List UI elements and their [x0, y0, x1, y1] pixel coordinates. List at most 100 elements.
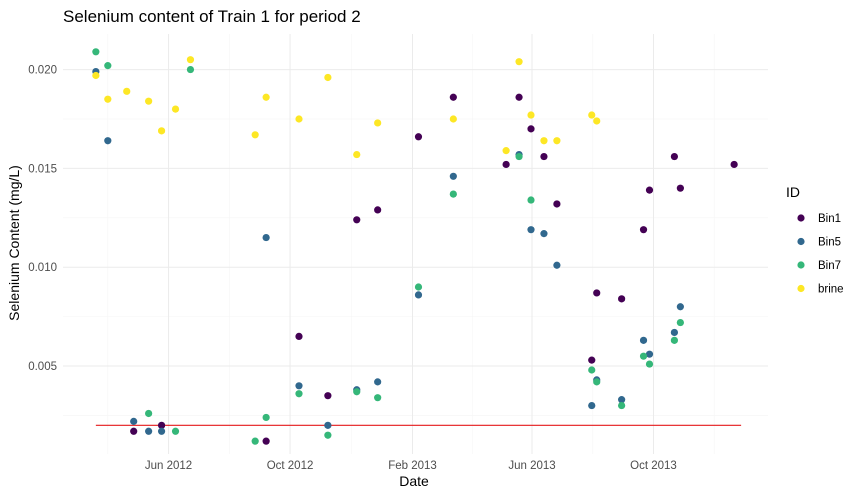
- data-point-brine: [374, 119, 382, 127]
- data-point-brine: [251, 131, 259, 139]
- data-point-bin1: [645, 186, 654, 194]
- data-point-bin5: [670, 328, 678, 337]
- data-point-brine: [92, 71, 100, 80]
- data-point-bin7: [645, 360, 654, 368]
- x-axis-ticks: Jun 2012 Oct 2012 Feb 2013 Jun 2013 Oct 2013: [145, 460, 677, 472]
- data-point-bin1: [262, 437, 270, 445]
- data-point-bin1: [676, 184, 684, 192]
- legend-label: brine: [818, 284, 844, 296]
- data-point-bin7: [374, 394, 382, 402]
- data-point-bin5: [130, 417, 138, 425]
- data-point-bin5: [414, 291, 423, 299]
- y-axis-title: Selenium Content (mg/L): [6, 165, 22, 321]
- y-axis-ticks: 0.005 0.010 0.015 0.020: [28, 65, 57, 373]
- data-point-brine: [593, 117, 601, 125]
- data-point-bin5: [676, 303, 684, 311]
- legend-key-bin1: [797, 214, 805, 222]
- data-point-bin7: [449, 190, 457, 198]
- data-point-brine: [527, 111, 535, 119]
- data-point-bin1: [130, 427, 138, 435]
- data-point-bin5: [527, 226, 535, 234]
- x-tick-label: Jun 2013: [508, 460, 555, 472]
- data-point-brine: [540, 137, 548, 145]
- data-point-bin1: [324, 392, 332, 400]
- data-point-brine: [515, 58, 523, 66]
- data-point-bin5: [374, 378, 382, 386]
- x-tick-label: Oct 2013: [630, 460, 677, 472]
- y-tick-label: 0.005: [28, 361, 57, 373]
- data-point-brine: [449, 115, 457, 123]
- data-point-bin1: [618, 295, 626, 303]
- data-point-bin1: [295, 332, 303, 340]
- data-point-bin7: [251, 437, 259, 445]
- legend-key-brine: [797, 284, 805, 293]
- legend-key-bin7: [797, 261, 805, 269]
- data-point-brine: [262, 93, 270, 101]
- data-point-bin7: [104, 62, 112, 70]
- y-tick-label: 0.010: [28, 262, 57, 274]
- data-point-bin7: [676, 318, 684, 327]
- data-point-bin5: [449, 172, 457, 180]
- data-point-bin1: [639, 226, 648, 234]
- legend-label: Bin7: [818, 260, 841, 272]
- data-point-bin5: [145, 427, 153, 435]
- grid: [63, 34, 768, 454]
- data-point-bin1: [730, 160, 738, 169]
- data-point-brine: [353, 150, 361, 159]
- data-point-bin7: [186, 65, 195, 74]
- data-points: [92, 48, 738, 445]
- data-point-bin5: [157, 427, 166, 435]
- legend-title: ID: [786, 184, 800, 200]
- data-point-bin1: [157, 421, 166, 429]
- data-point-bin7: [171, 427, 180, 435]
- data-point-bin7: [295, 390, 303, 398]
- data-point-bin7: [414, 283, 423, 291]
- data-point-brine: [171, 105, 180, 113]
- data-point-bin1: [553, 200, 561, 208]
- data-point-bin1: [414, 133, 423, 141]
- data-point-bin1: [593, 289, 601, 297]
- data-point-bin7: [639, 352, 648, 360]
- x-tick-label: Oct 2012: [267, 460, 314, 472]
- data-point-bin5: [645, 350, 654, 358]
- data-point-brine: [145, 97, 153, 105]
- data-point-bin7: [145, 409, 153, 418]
- data-point-bin1: [527, 125, 535, 133]
- data-point-brine: [588, 111, 596, 119]
- legend-label: Bin1: [818, 213, 841, 225]
- data-point-bin1: [449, 93, 457, 101]
- data-point-bin5: [262, 233, 270, 242]
- data-point-brine: [186, 56, 195, 64]
- data-point-bin1: [374, 206, 382, 214]
- data-point-bin5: [639, 336, 648, 344]
- y-tick-label: 0.015: [28, 163, 57, 175]
- data-point-bin1: [502, 160, 510, 169]
- data-point-brine: [502, 147, 510, 155]
- data-point-bin7: [670, 336, 678, 344]
- data-point-brine: [123, 87, 131, 95]
- data-point-bin7: [92, 48, 100, 56]
- data-point-bin7: [618, 401, 626, 410]
- data-point-bin1: [588, 356, 596, 364]
- legend-label: Bin5: [818, 237, 841, 249]
- legend-key-bin5: [797, 237, 805, 246]
- data-point-bin1: [670, 152, 678, 161]
- data-point-bin7: [262, 413, 270, 422]
- data-point-brine: [104, 95, 112, 103]
- x-axis-title: Date: [399, 473, 429, 489]
- data-point-bin1: [353, 216, 361, 224]
- data-point-bin7: [515, 152, 523, 161]
- data-point-bin1: [540, 152, 548, 161]
- data-point-bin5: [618, 396, 626, 404]
- data-point-bin7: [324, 431, 332, 439]
- y-tick-label: 0.020: [28, 65, 57, 77]
- data-point-bin7: [593, 378, 601, 386]
- data-point-brine: [295, 115, 303, 123]
- data-point-bin5: [553, 261, 561, 269]
- data-point-bin7: [588, 366, 596, 374]
- legend: ID Bin1 Bin5 Bin7 brine: [786, 184, 844, 296]
- data-point-bin5: [295, 382, 303, 390]
- data-point-bin1: [515, 93, 523, 101]
